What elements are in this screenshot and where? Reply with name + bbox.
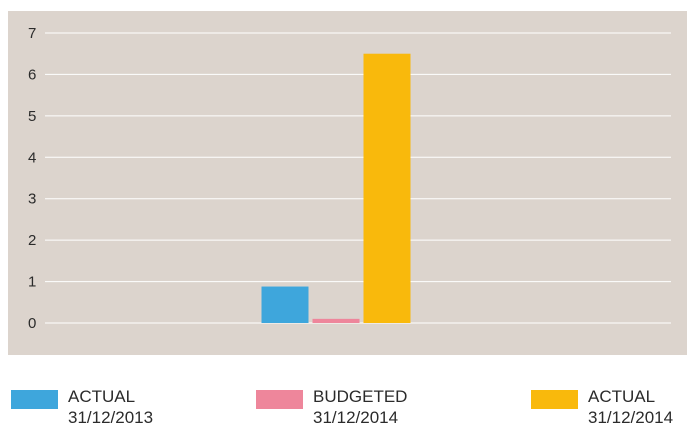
legend-label-line: 31/12/2014 bbox=[588, 408, 674, 427]
legend-swatch-actual-2013 bbox=[11, 390, 58, 409]
bar-chart: 0 1 2 3 4 5 6 7 bbox=[8, 11, 687, 355]
legend-label-line: 31/12/2014 bbox=[313, 408, 399, 427]
legend-label-line: ACTUAL bbox=[588, 387, 656, 406]
y-tick-label: 3 bbox=[28, 191, 36, 208]
legend-swatch-budgeted-2014 bbox=[256, 390, 303, 409]
plot-background bbox=[8, 11, 687, 355]
chart-legend: ACTUAL 31/12/2013 BUDGETED 31/12/2014 AC… bbox=[0, 386, 687, 430]
y-tick-label: 6 bbox=[28, 66, 36, 83]
bar-actual-2014 bbox=[363, 53, 411, 323]
y-tick-label: 0 bbox=[28, 315, 36, 332]
y-tick-label: 1 bbox=[28, 274, 36, 291]
legend-label-actual-2013: ACTUAL 31/12/2013 bbox=[68, 386, 153, 428]
bar-budgeted-2014 bbox=[312, 318, 360, 323]
legend-label-line: BUDGETED bbox=[313, 387, 408, 406]
legend-swatch-actual-2014 bbox=[531, 390, 578, 409]
y-tick-label: 2 bbox=[28, 232, 36, 249]
bar-actual-2013 bbox=[261, 286, 309, 323]
legend-label-line: 31/12/2013 bbox=[68, 408, 154, 427]
legend-label-actual-2014: ACTUAL 31/12/2014 bbox=[588, 386, 673, 428]
y-tick-label: 5 bbox=[28, 108, 36, 125]
y-tick-label: 7 bbox=[28, 25, 36, 42]
legend-label-budgeted-2014: BUDGETED 31/12/2014 bbox=[313, 386, 407, 428]
y-tick-label: 4 bbox=[28, 149, 36, 166]
legend-label-line: ACTUAL bbox=[68, 387, 136, 406]
